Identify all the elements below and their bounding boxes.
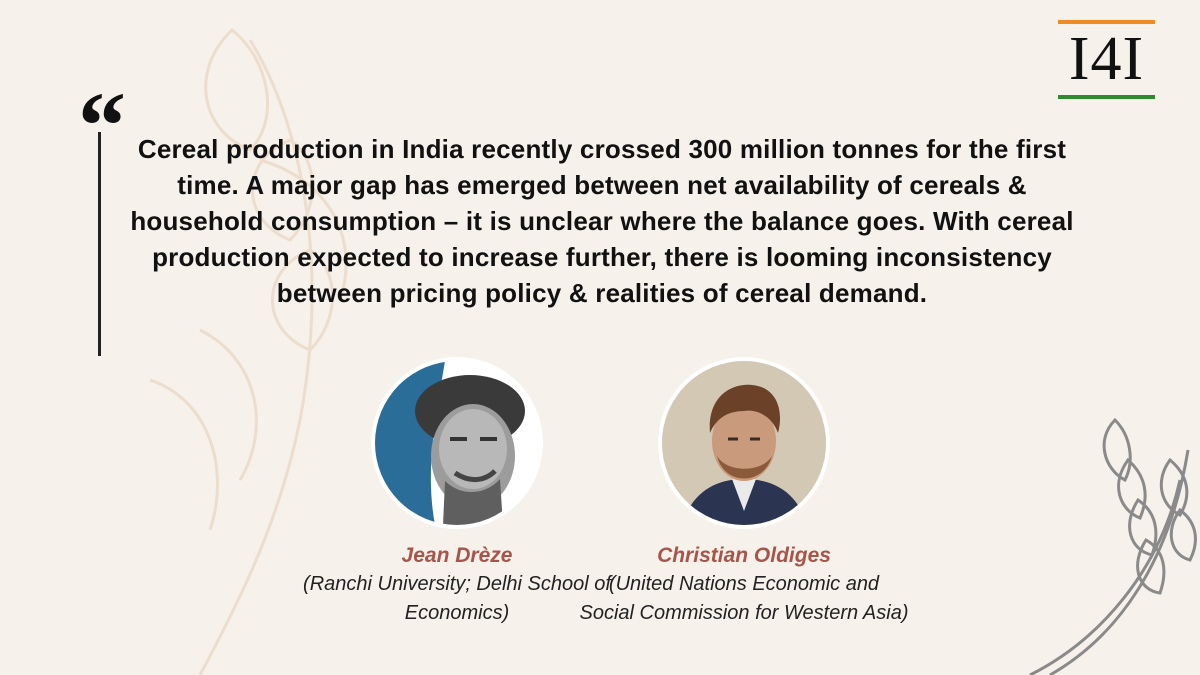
logo-text: I4I (1068, 25, 1145, 93)
speaker-name: Jean Drèze (401, 544, 513, 567)
quote-text: Cereal production in India recently cros… (130, 134, 1074, 308)
speaker-affiliation: (United Nations Economic and Social Comm… (579, 573, 909, 624)
speaker-card: Jean Drèze (Ranchi University; Delhi Sch… (292, 357, 622, 628)
speaker-name: Christian Oldiges (657, 544, 831, 567)
i4i-logo: I4I (1058, 20, 1155, 100)
wheat-illustration-background (149, 28, 348, 675)
logo-stripe-green (1058, 95, 1155, 99)
speaker-card: Christian Oldiges (United Nations Econom… (579, 357, 909, 628)
quote-divider-line (98, 132, 101, 356)
speaker-photo (658, 357, 830, 529)
quote-mark-icon: “ (78, 72, 126, 179)
speaker-affiliation: (Ranchi University; Delhi School of Econ… (303, 573, 611, 624)
wheat-illustration-corner (1029, 417, 1197, 675)
logo-stripe-saffron (1058, 20, 1155, 24)
speaker-photo (371, 357, 543, 529)
